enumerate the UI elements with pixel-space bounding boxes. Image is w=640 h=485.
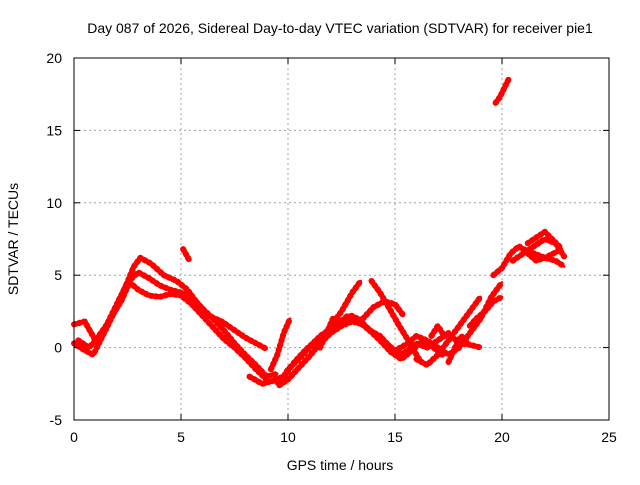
y-tick-label: 0 <box>54 340 62 356</box>
tick-layer: 0 5 10 15 20 25 -5 0 5 10 15 20 <box>46 50 617 445</box>
series-arc-17-points <box>466 293 505 329</box>
series-arc-20-points <box>520 246 568 270</box>
y-axis-label: SDTVAR / TECUs <box>5 183 21 295</box>
series-arc-11-points <box>327 278 364 329</box>
x-tick-label: 20 <box>494 429 510 445</box>
x-tick-label: 25 <box>601 429 617 445</box>
series-arc-6-points <box>274 312 446 386</box>
series-arc-16-points <box>445 333 471 366</box>
series-arc-21-points <box>524 228 565 253</box>
y-tick-label: 20 <box>46 50 62 66</box>
series-arc-8-points <box>267 315 294 373</box>
x-tick-label: 15 <box>387 429 403 445</box>
chart-title: Day 087 of 2026, Sidereal Day-to-day VTE… <box>87 20 593 36</box>
series-arc-1-points <box>71 254 270 358</box>
series-arc-4-points <box>180 246 193 264</box>
x-tick-label: 10 <box>280 429 296 445</box>
x-tick-label: 0 <box>70 429 78 445</box>
series-arc-22-points <box>492 76 512 106</box>
series-arc-3-points <box>75 279 270 383</box>
y-tick-label: 10 <box>46 195 62 211</box>
series-arc-13-points <box>368 278 424 366</box>
y-tick-label: -5 <box>50 412 63 428</box>
x-axis-label: GPS time / hours <box>287 457 394 473</box>
x-tick-label: 5 <box>177 429 185 445</box>
y-tick-label: 5 <box>54 267 62 283</box>
grid-layer <box>74 58 609 420</box>
series-arc-15-points <box>428 322 448 339</box>
series-layer <box>71 76 568 389</box>
plot-frame <box>73 57 610 421</box>
y-tick-label: 15 <box>46 122 62 138</box>
series-arc-7-points <box>276 279 505 389</box>
series-arc-9-points <box>246 373 276 387</box>
series-arc-14-points <box>413 293 484 368</box>
